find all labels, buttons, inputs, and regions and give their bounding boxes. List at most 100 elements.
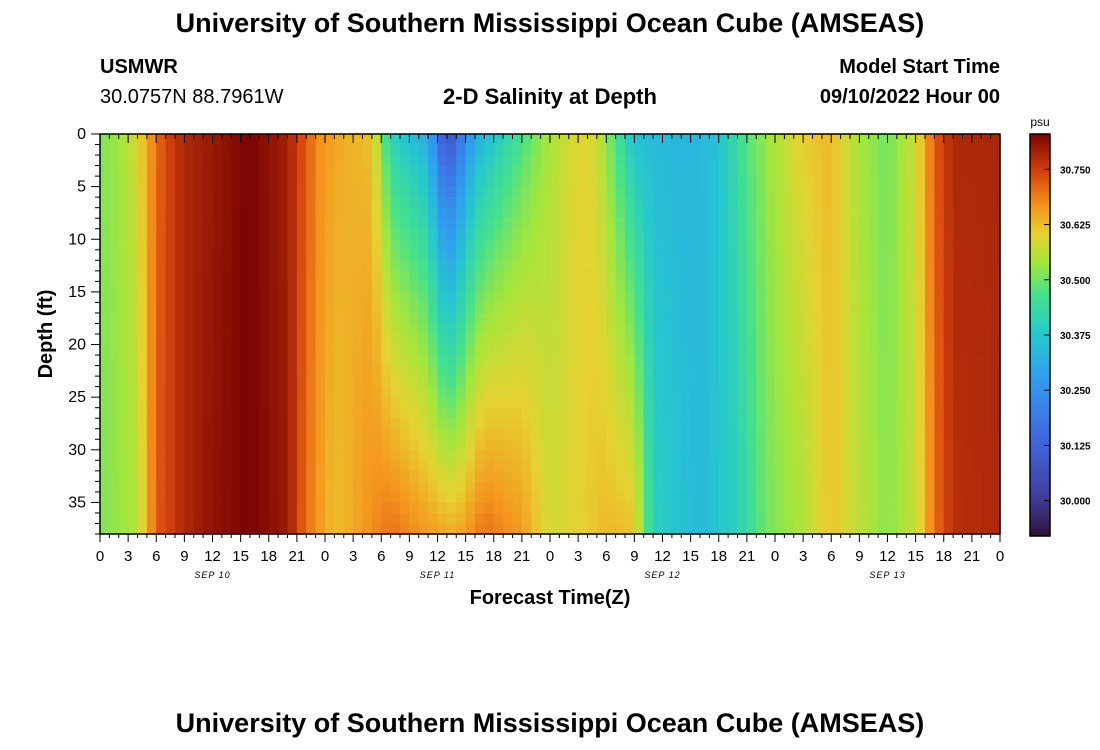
heatmap-cell [193, 281, 204, 293]
heatmap-cell [175, 439, 185, 451]
heatmap-cell [793, 270, 804, 282]
heatmap-cell [371, 502, 382, 514]
heatmap-cell [259, 165, 270, 177]
heatmap-cell [259, 523, 270, 535]
heatmap-cell [625, 481, 635, 493]
heatmap-cell [278, 460, 289, 472]
heatmap-cell [568, 460, 579, 472]
heatmap-cell [118, 502, 129, 514]
heatmap-cell [287, 460, 298, 472]
heatmap-cell [643, 134, 654, 146]
heatmap-cell [128, 376, 139, 388]
heatmap-cell [643, 239, 654, 251]
heatmap-cell [831, 228, 842, 240]
heatmap-cell [540, 165, 551, 177]
heatmap-cell [475, 523, 485, 535]
heatmap-cell [915, 376, 926, 388]
heatmap-cell [100, 281, 110, 293]
heatmap-cell [568, 365, 579, 377]
heatmap-cell [615, 376, 626, 388]
heatmap-cell [634, 155, 645, 167]
heatmap-cell [625, 460, 635, 472]
heatmap-cell [690, 207, 701, 219]
heatmap-cell [803, 155, 814, 167]
heatmap-cell [212, 334, 223, 346]
heatmap-cell [962, 197, 973, 209]
heatmap-cell [643, 376, 654, 388]
heatmap-cell [446, 239, 457, 251]
heatmap-cell [643, 439, 654, 451]
heatmap-cell [315, 491, 326, 504]
heatmap-cell [840, 186, 851, 198]
heatmap-cell [503, 165, 514, 177]
heatmap-cell [765, 407, 776, 419]
heatmap-cell [868, 323, 879, 335]
heatmap-cell [475, 397, 485, 409]
heatmap-cell [306, 344, 317, 356]
heatmap-cell [578, 428, 589, 440]
heatmap-cell [550, 197, 560, 209]
heatmap-cell [850, 523, 860, 535]
heatmap-cell [878, 144, 889, 156]
heatmap-cell [728, 176, 739, 188]
heatmap-cell [671, 270, 682, 282]
heatmap-cell [868, 312, 879, 325]
heatmap-cell [175, 428, 185, 440]
heatmap-cell [634, 239, 645, 251]
heatmap-cell [578, 155, 589, 167]
heatmap-cell [821, 428, 832, 440]
heatmap-cell [962, 291, 973, 304]
heatmap-cell [184, 176, 195, 188]
heatmap-cell [240, 291, 251, 304]
heatmap-cell [981, 239, 992, 251]
heatmap-cell [109, 176, 120, 188]
heatmap-cell [278, 186, 289, 198]
heatmap-cell [428, 186, 439, 198]
heatmap-cell [746, 523, 757, 535]
heatmap-cell [550, 186, 560, 198]
heatmap-cell [325, 355, 335, 367]
heatmap-cell [775, 491, 785, 504]
heatmap-cell [690, 470, 701, 482]
heatmap-cell [428, 176, 439, 188]
heatmap-cell [156, 144, 167, 156]
heatmap-cell [690, 334, 701, 346]
heatmap-cell [568, 239, 579, 251]
heatmap-cell [362, 186, 373, 198]
heatmap-cell [746, 312, 757, 325]
heatmap-cell [456, 355, 467, 367]
heatmap-cell [606, 291, 617, 304]
heatmap-cell [296, 481, 307, 493]
heatmap-cell [671, 491, 682, 504]
heatmap-cell [662, 481, 673, 493]
heatmap-cell [662, 218, 673, 230]
heatmap-cell [371, 218, 382, 230]
heatmap-cell [887, 470, 898, 482]
heatmap-cell [625, 512, 635, 525]
heatmap-cell [887, 407, 898, 419]
heatmap-cell [437, 291, 448, 304]
heatmap-cell [737, 334, 748, 346]
heatmap-cell [371, 439, 382, 451]
heatmap-cell [690, 439, 701, 451]
heatmap-cell [850, 439, 860, 451]
heatmap-cell [465, 449, 476, 461]
heatmap-cell [681, 291, 692, 304]
heatmap-cell [756, 197, 767, 209]
heatmap-cell [587, 302, 598, 314]
heatmap-cell [840, 249, 851, 261]
heatmap-cell [353, 270, 364, 282]
heatmap-cell [231, 439, 242, 451]
heatmap-cell [868, 291, 879, 304]
heatmap-cell [962, 376, 973, 388]
heatmap-cell [793, 291, 804, 304]
heatmap-cell [756, 407, 767, 419]
heatmap-cell [746, 302, 757, 314]
heatmap-cell [484, 260, 495, 272]
heatmap-cell [887, 134, 898, 146]
heatmap-cell [606, 270, 617, 282]
heatmap-cell [456, 323, 467, 335]
heatmap-cell [165, 270, 176, 282]
heatmap-cell [184, 365, 195, 377]
heatmap-cell [400, 397, 410, 409]
